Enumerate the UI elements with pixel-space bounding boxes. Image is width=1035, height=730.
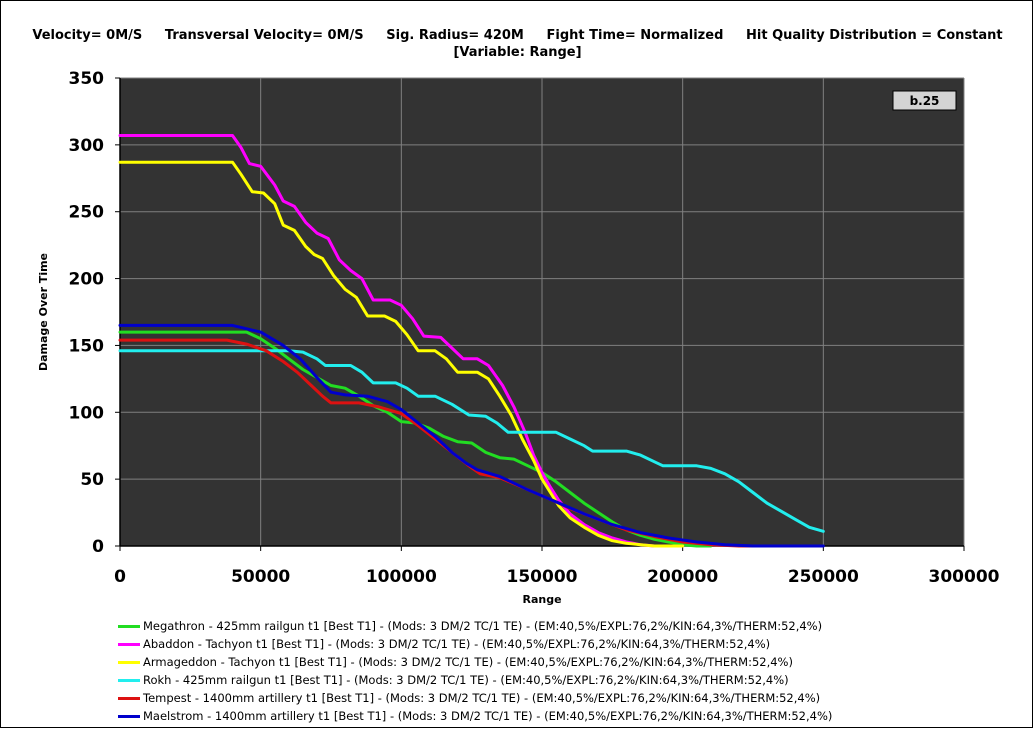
y-tick-label: 350 (69, 69, 105, 89)
legend-swatch (118, 714, 140, 718)
series-line-4 (118, 349, 825, 533)
legend-label: Maelstrom - 1400mm artillery t1 [Best T1… (143, 709, 833, 723)
y-tick-label: 150 (69, 336, 105, 356)
chart-header-variable: [Variable: Range] (453, 45, 582, 60)
legend-swatch (118, 624, 140, 628)
legend-item: Abaddon - Tachyon t1 [Best T1] - (Mods: … (118, 635, 832, 653)
annotation-badge-label: b.25 (910, 94, 940, 108)
y-tick-label: 50 (80, 470, 104, 490)
x-axis-title: Range (522, 593, 561, 606)
legend-label: Tempest - 1400mm artillery t1 [Best T1] … (143, 691, 821, 705)
y-tick-label: 300 (69, 136, 105, 156)
x-tick-label: 50000 (231, 567, 290, 587)
legend-swatch (118, 696, 140, 700)
x-tick-label: 0 (114, 567, 126, 587)
y-tick-label: 250 (69, 203, 105, 223)
chart-legend: Megathron - 425mm railgun t1 [Best T1] -… (118, 617, 832, 725)
legend-item: Megathron - 425mm railgun t1 [Best T1] -… (118, 617, 832, 635)
x-tick-label: 200000 (647, 567, 718, 587)
y-axis-title: Damage Over Time (37, 253, 50, 371)
legend-swatch (118, 642, 140, 646)
legend-item: Maelstrom - 1400mm artillery t1 [Best T1… (118, 707, 832, 725)
y-tick-label: 100 (69, 403, 105, 423)
series-line-3 (118, 160, 685, 548)
x-tick-label: 300000 (929, 567, 1000, 587)
x-tick-label: 150000 (507, 567, 578, 587)
x-tick-label: 250000 (788, 567, 859, 587)
legend-label: Megathron - 425mm railgun t1 [Best T1] -… (143, 619, 823, 633)
legend-item: Armageddon - Tachyon t1 [Best T1] - (Mod… (118, 653, 832, 671)
legend-item: Tempest - 1400mm artillery t1 [Best T1] … (118, 689, 832, 707)
series-line-2 (118, 134, 685, 548)
chart-header-parameters: Velocity= 0M/S Transversal Velocity= 0M/… (32, 28, 1003, 43)
legend-item: Rokh - 425mm railgun t1 [Best T1] - (Mod… (118, 671, 832, 689)
y-tick-label: 200 (69, 270, 105, 290)
legend-swatch (118, 660, 140, 664)
y-tick-label: 0 (92, 537, 104, 557)
legend-label: Rokh - 425mm railgun t1 [Best T1] - (Mod… (143, 673, 789, 687)
legend-label: Armageddon - Tachyon t1 [Best T1] - (Mod… (143, 655, 793, 669)
series-line-6 (118, 323, 825, 548)
legend-swatch (118, 678, 140, 682)
x-tick-label: 100000 (366, 567, 437, 587)
legend-label: Abaddon - Tachyon t1 [Best T1] - (Mods: … (143, 637, 771, 651)
annotation-badge (892, 90, 957, 111)
